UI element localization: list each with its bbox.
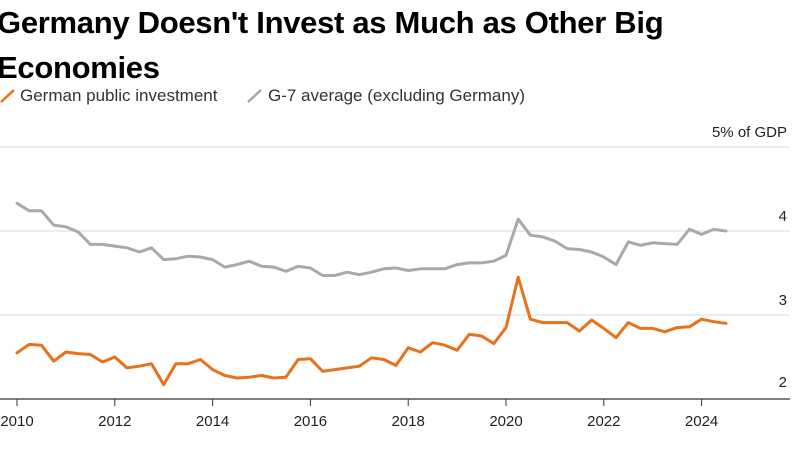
x-tick-label-2014: 2014 [196, 413, 229, 430]
legend-item-g7: G-7 average (excluding Germany) [246, 86, 525, 106]
x-tick-label-2016: 2016 [294, 413, 327, 430]
tick-labels: 5% of GDP 2 3 4 2010 2012 2014 2016 2018 2020 2022… [0, 124, 787, 430]
legend-swatch-g7-icon [247, 89, 262, 103]
x-tick-label-2020: 2020 [489, 413, 522, 430]
legend-swatch-g7-line [247, 89, 262, 103]
x-tick-label-2010: 2010 [0, 413, 33, 430]
series-line-g7 [15, 201, 728, 277]
x-tick-label-2012: 2012 [98, 413, 131, 430]
legend-label-g7: G-7 average (excluding Germany) [268, 86, 526, 105]
x-tick-label-2018: 2018 [392, 413, 425, 430]
legend-swatch-germany-line [0, 89, 15, 103]
legend: German public investment G-7 average (ex… [0, 86, 798, 110]
series-line-germany [15, 275, 728, 387]
y-tick-label-3: 3 [779, 292, 787, 309]
legend-swatch-germany-icon [0, 89, 15, 103]
x-axis [0, 398, 790, 406]
x-tick-label-2024: 2024 [685, 413, 718, 430]
y-axis-unit-label: 5% of GDP [712, 124, 787, 141]
y-tick-label-4: 4 [779, 208, 787, 225]
y-tick-label-2: 2 [779, 374, 787, 391]
legend-label-germany: German public investment [20, 86, 218, 105]
gridlines [0, 146, 790, 316]
series-lines [15, 201, 728, 387]
x-tick-label-2022: 2022 [587, 413, 620, 430]
legend-item-germany: German public investment [0, 86, 217, 106]
chart-title: Germany Doesn't Invest as Much as Other … [0, 5, 664, 85]
